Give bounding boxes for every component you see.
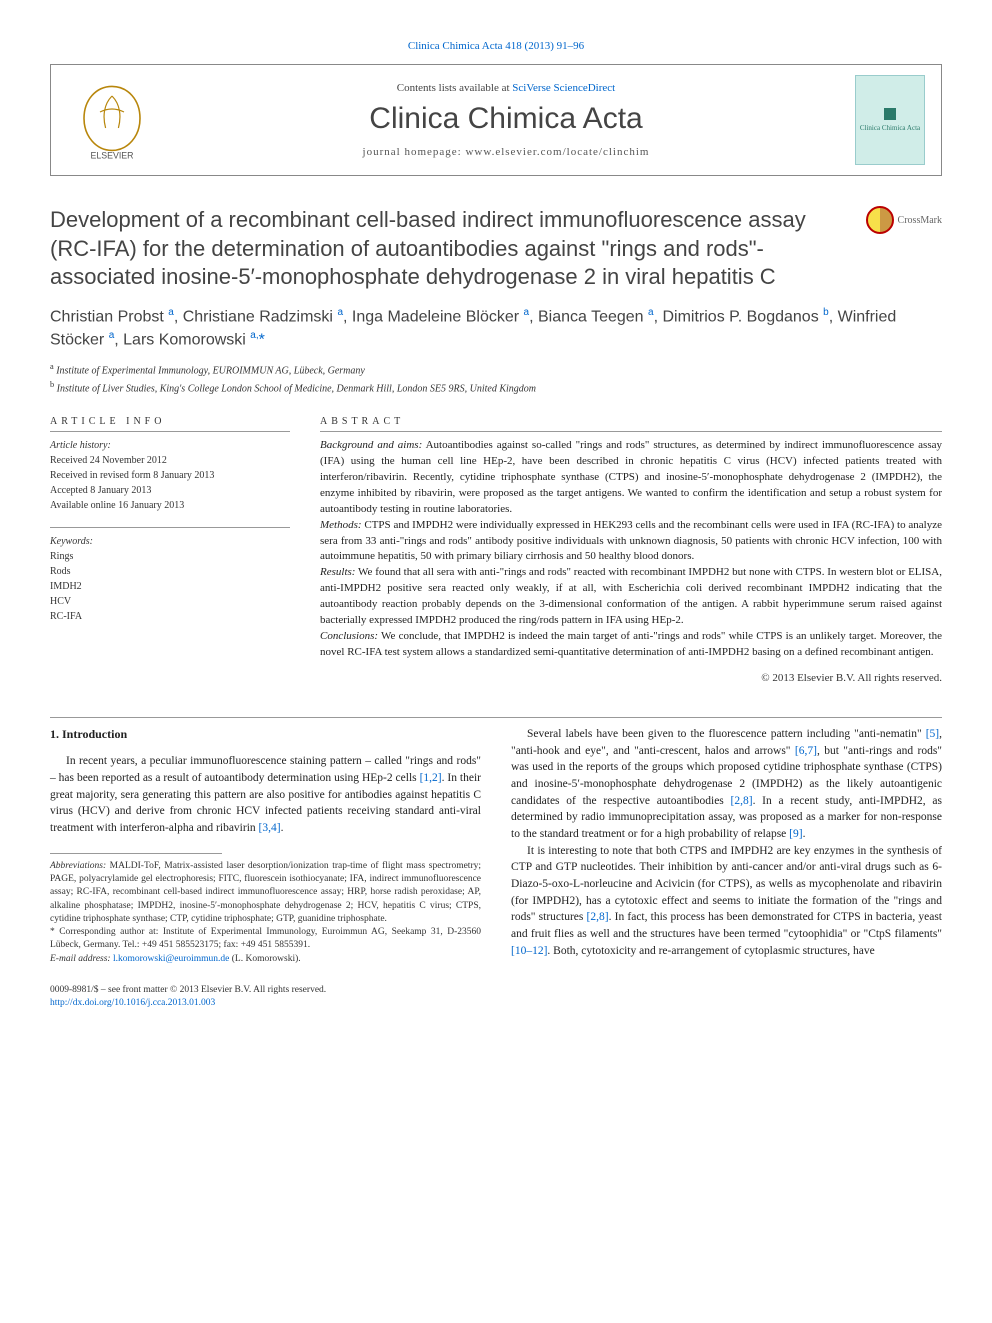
elsevier-logo: ELSEVIER: [67, 75, 157, 165]
abstract-text: Background and aims: Autoantibodies agai…: [320, 431, 942, 687]
affiliations: a Institute of Experimental Immunology, …: [50, 361, 942, 396]
journal-cover-thumb: Clinica Chimica Acta: [855, 75, 925, 165]
crossmark-icon: [866, 206, 894, 234]
author-list: Christian Probst a, Christiane Radzimski…: [50, 306, 942, 351]
email-link[interactable]: l.komorowski@euroimmun.de: [113, 954, 229, 964]
abstract-label: abstract: [320, 416, 942, 427]
footer-meta: 0009-8981/$ – see front matter © 2013 El…: [50, 984, 942, 1011]
doi-link[interactable]: http://dx.doi.org/10.1016/j.cca.2013.01.…: [50, 998, 215, 1008]
article-title: Development of a recombinant cell-based …: [50, 206, 866, 292]
sciencedirect-link[interactable]: SciVerse ScienceDirect: [512, 82, 615, 94]
body-paragraph: In recent years, a peculiar immunofluore…: [50, 753, 481, 836]
crossmark-badge[interactable]: CrossMark: [866, 206, 942, 234]
left-column: 1. Introduction In recent years, a pecul…: [50, 726, 481, 966]
intro-heading: 1. Introduction: [50, 726, 481, 743]
journal-homepage: journal homepage: www.elsevier.com/locat…: [157, 146, 855, 158]
footnotes: Abbreviations: MALDI-ToF, Matrix-assiste…: [50, 860, 481, 966]
journal-header: ELSEVIER Contents lists available at Sci…: [50, 64, 942, 176]
body-paragraph: It is interesting to note that both CTPS…: [511, 843, 942, 960]
copyright-line: © 2013 Elsevier B.V. All rights reserved…: [320, 671, 942, 687]
article-history: Article history: Received 24 November 20…: [50, 431, 290, 513]
right-column: Several labels have been given to the fl…: [511, 726, 942, 966]
journal-name: Clinica Chimica Acta: [157, 102, 855, 136]
keywords: Keywords: Rings Rods IMDH2 HCV RC-IFA: [50, 527, 290, 624]
svg-text:ELSEVIER: ELSEVIER: [90, 150, 133, 160]
article-info-label: article info: [50, 416, 290, 427]
citation-header[interactable]: Clinica Chimica Acta 418 (2013) 91–96: [50, 40, 942, 52]
contents-list-label: Contents lists available at SciVerse Sci…: [157, 82, 855, 94]
body-paragraph: Several labels have been given to the fl…: [511, 726, 942, 843]
